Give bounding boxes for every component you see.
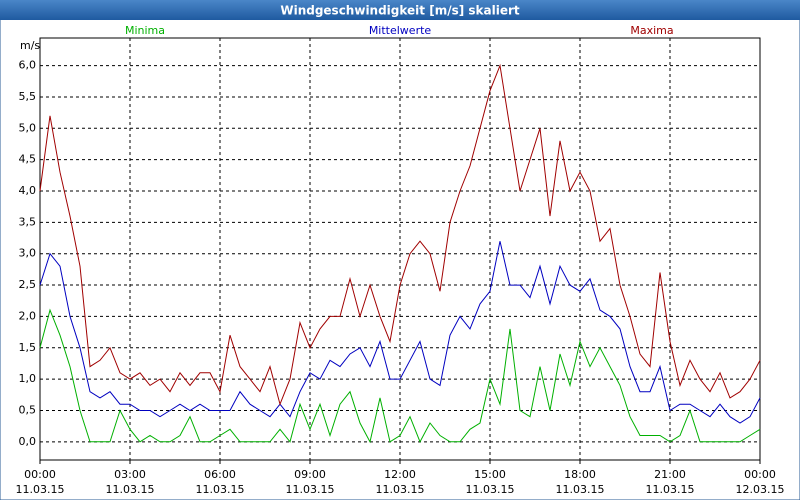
x-tick-label: 15:00 (474, 468, 506, 481)
y-tick-label: 2,5 (19, 278, 37, 291)
y-axis-label: m/s (20, 39, 40, 52)
legend-entry: Minima (125, 24, 165, 37)
chart-title: Windgeschwindigkeit [m/s] skaliert (280, 4, 520, 18)
x-tick-date: 11.03.15 (196, 483, 245, 496)
y-tick-label: 5,0 (19, 121, 37, 134)
x-tick-date: 11.03.15 (106, 483, 155, 496)
y-tick-label: 2,0 (19, 309, 37, 322)
x-tick-label: 03:00 (114, 468, 146, 481)
x-tick-date: 12.03.15 (736, 483, 785, 496)
y-tick-label: 5,5 (19, 90, 37, 103)
y-tick-label: 0,0 (19, 435, 37, 448)
x-tick-date: 11.03.15 (376, 483, 425, 496)
y-tick-label: 3,0 (19, 247, 37, 260)
x-tick-label: 06:00 (204, 468, 236, 481)
x-tick-label: 18:00 (564, 468, 596, 481)
x-tick-label: 00:00 (24, 468, 56, 481)
x-tick-date: 11.03.15 (466, 483, 515, 496)
legend-entry: Mittelwerte (369, 24, 432, 37)
x-tick-date: 11.03.15 (16, 483, 65, 496)
x-tick-date: 11.03.15 (286, 483, 335, 496)
legend-entry: Maxima (630, 24, 673, 37)
title-bar (0, 0, 800, 20)
x-tick-label: 09:00 (294, 468, 326, 481)
y-tick-label: 1,0 (19, 372, 37, 385)
series-line (39, 308, 761, 444)
x-tick-date: 11.03.15 (556, 483, 605, 496)
x-tick-label: 21:00 (654, 468, 686, 481)
x-tick-date: 11.03.15 (646, 483, 695, 496)
y-tick-label: 6,0 (19, 59, 37, 72)
series-line (39, 241, 761, 424)
x-tick-label: 12:00 (384, 468, 416, 481)
series-line (39, 63, 761, 406)
y-tick-label: 0,5 (19, 403, 37, 416)
y-tick-label: 1,5 (19, 341, 37, 354)
x-tick-label: 00:00 (744, 468, 776, 481)
y-tick-label: 4,0 (19, 184, 37, 197)
y-tick-label: 4,5 (19, 153, 37, 166)
y-tick-label: 3,5 (19, 215, 37, 228)
